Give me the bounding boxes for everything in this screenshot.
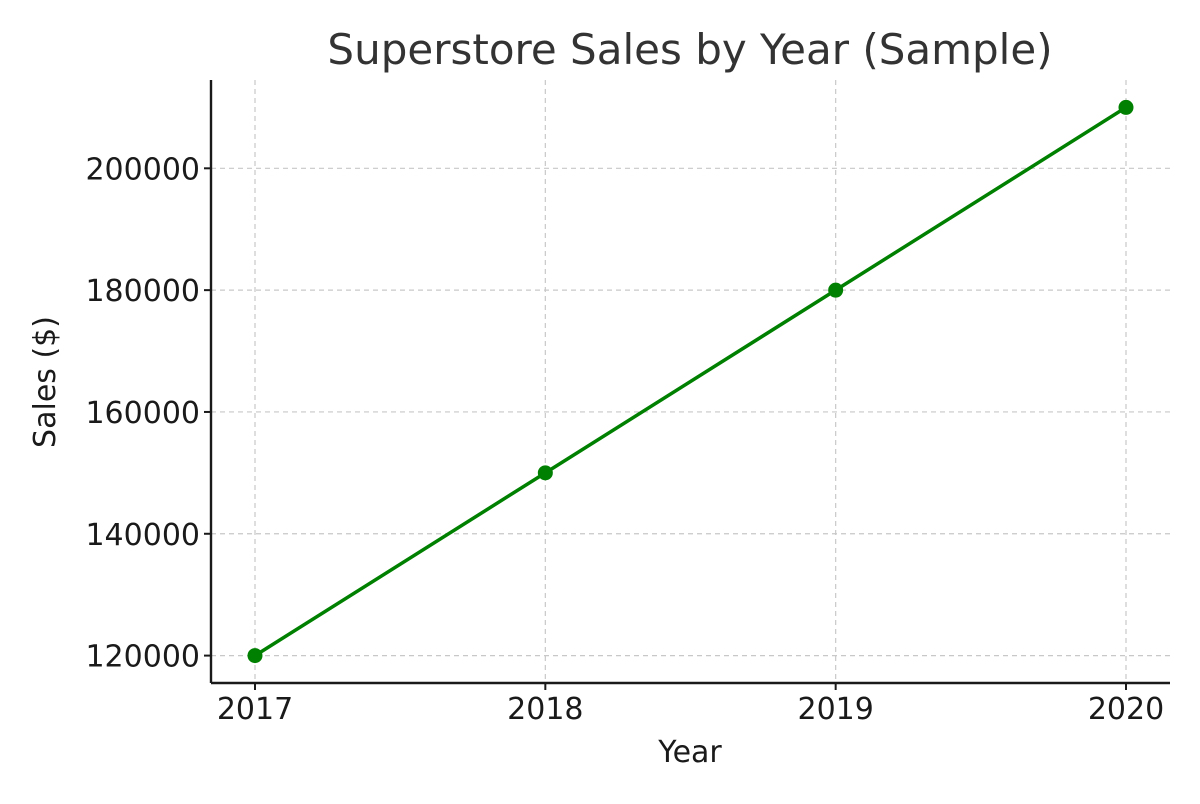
y-tick-label: 200000 [85,152,200,187]
y-tick-label: 120000 [85,640,200,675]
y-tick-label: 180000 [85,274,200,309]
x-tick-label: 2020 [1088,692,1164,727]
x-tick-label: 2017 [217,692,293,727]
x-tick-label: 2019 [797,692,873,727]
series-layer [247,99,1134,664]
chart-title: Superstore Sales by Year (Sample) [327,25,1052,74]
x-tick-label: 2018 [507,692,583,727]
data-point [828,282,844,298]
data-point [537,465,553,481]
y-axis-label: Sales ($) [28,316,63,448]
y-tick-label: 160000 [85,396,200,431]
y-tick-label: 140000 [85,518,200,553]
grid-layer [211,80,1170,683]
labels-layer: Superstore Sales by Year (Sample) Year S… [28,25,1053,770]
x-axis-label: Year [657,735,722,770]
series-line [253,105,1128,658]
data-point [1118,99,1134,115]
axes-layer: 2017 2018 2019 2020 120000 140000 160000 180000… [85,80,1170,727]
data-point [247,648,263,664]
